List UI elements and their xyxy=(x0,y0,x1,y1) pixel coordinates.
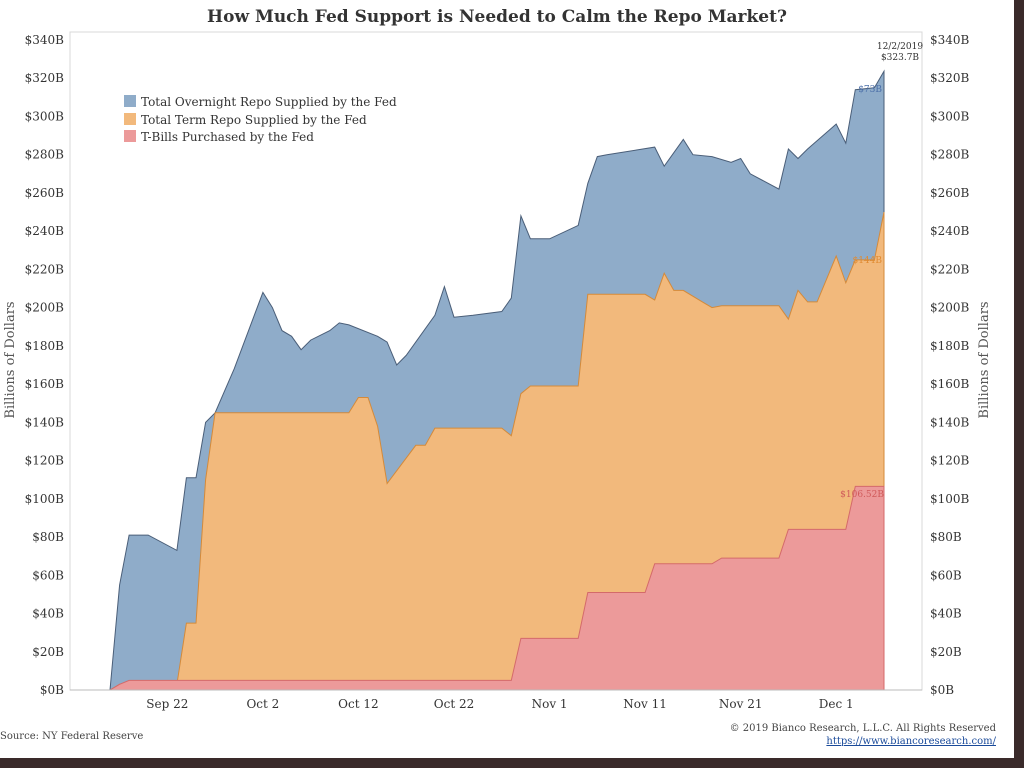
y-axis-right-ticks: $0B $20B $40B $60B $80B $100B $120B $140B $160B $… xyxy=(930,33,970,697)
y-tick-right: $320B xyxy=(930,71,970,85)
y-tick-right: $160B xyxy=(930,377,970,391)
y-tick-left: $140B xyxy=(25,415,65,429)
area-layers xyxy=(108,69,885,691)
x-tick-label: Oct 12 xyxy=(338,697,378,711)
y-tick-left: $0B xyxy=(40,683,64,697)
y-tick-left: $300B xyxy=(25,109,65,123)
x-tick-label: Dec 1 xyxy=(819,697,854,711)
y-tick-left: $320B xyxy=(25,71,65,85)
x-tick-label: Nov 11 xyxy=(623,697,667,711)
y-tick-right: $120B xyxy=(930,454,970,468)
website-link[interactable]: https://www.biancoresearch.com/ xyxy=(826,736,996,747)
y-tick-right: $200B xyxy=(930,301,970,315)
chart-title: How Much Fed Support is Needed to Calm t… xyxy=(207,7,787,27)
y-axis-right-label: Billions of Dollars xyxy=(977,301,992,418)
y-tick-right: $340B xyxy=(930,33,970,47)
y-tick-right: $140B xyxy=(930,415,970,429)
legend-item-tbills: T-Bills Purchased by the Fed xyxy=(141,130,314,144)
chart-frame: How Much Fed Support is Needed to Calm t… xyxy=(0,0,1014,758)
y-tick-left: $240B xyxy=(25,224,65,238)
y-tick-right: $100B xyxy=(930,492,970,506)
y-tick-left: $340B xyxy=(25,33,65,47)
legend-swatch-tbills xyxy=(124,130,136,142)
y-axis-left-label: Billions of Dollars xyxy=(3,301,18,418)
y-tick-left: $40B xyxy=(32,607,64,621)
y-tick-left: $60B xyxy=(32,568,64,582)
x-tick-label: Sep 22 xyxy=(146,697,188,711)
y-tick-right: $220B xyxy=(930,262,970,276)
y-tick-right: $60B xyxy=(930,568,962,582)
y-tick-left: $260B xyxy=(25,186,65,200)
y-tick-right: $20B xyxy=(930,645,962,659)
y-tick-right: $300B xyxy=(930,109,970,123)
y-tick-right: $0B xyxy=(930,683,954,697)
annotation-term: $144B xyxy=(852,256,882,266)
x-tick-label: Oct 22 xyxy=(434,697,474,711)
y-tick-right: $40B xyxy=(930,607,962,621)
y-tick-left: $180B xyxy=(25,339,65,353)
y-tick-right: $240B xyxy=(930,224,970,238)
x-tick-label: Nov 21 xyxy=(719,697,763,711)
legend-item-term: Total Term Repo Supplied by the Fed xyxy=(141,113,367,127)
legend-item-overnight: Total Overnight Repo Supplied by the Fed xyxy=(141,95,397,109)
legend-swatch-overnight xyxy=(124,95,136,107)
y-tick-right: $80B xyxy=(930,530,962,544)
source-note: Source: NY Federal Reserve xyxy=(0,731,143,742)
y-tick-left: $280B xyxy=(25,148,65,162)
legend-swatch-term xyxy=(124,113,136,125)
copyright-note: © 2019 Bianco Research, L.L.C. All Right… xyxy=(730,723,997,734)
x-tick-label: Nov 1 xyxy=(532,697,568,711)
y-tick-left: $100B xyxy=(25,492,65,506)
y-tick-right: $180B xyxy=(930,339,970,353)
annotation-total: $323.7B xyxy=(881,53,919,63)
legend: Total Overnight Repo Supplied by the Fed… xyxy=(124,95,397,144)
y-tick-left: $220B xyxy=(25,262,65,276)
y-tick-left: $200B xyxy=(25,301,65,315)
x-tick-label: Oct 2 xyxy=(246,697,279,711)
chart-svg: How Much Fed Support is Needed to Calm t… xyxy=(0,7,997,747)
annotation-tbills: $106.52B xyxy=(840,490,884,500)
y-axis-left-ticks: $0B $20B $40B $60B $80B $100B $120B $140B $160B $… xyxy=(25,33,65,697)
y-tick-left: $80B xyxy=(32,530,64,544)
y-tick-right: $260B xyxy=(930,186,970,200)
annotation-overnight: $73B xyxy=(858,85,882,95)
y-tick-right: $280B xyxy=(930,148,970,162)
y-tick-left: $160B xyxy=(25,377,65,391)
annotation-date: 12/2/2019 xyxy=(877,42,923,52)
area-tbills xyxy=(108,485,885,691)
y-tick-left: $120B xyxy=(25,454,65,468)
x-axis-ticks: Sep 22 Oct 2 Oct 12 Oct 22 Nov 1 Nov 11 Nov 21… xyxy=(146,697,853,711)
y-tick-left: $20B xyxy=(32,645,64,659)
